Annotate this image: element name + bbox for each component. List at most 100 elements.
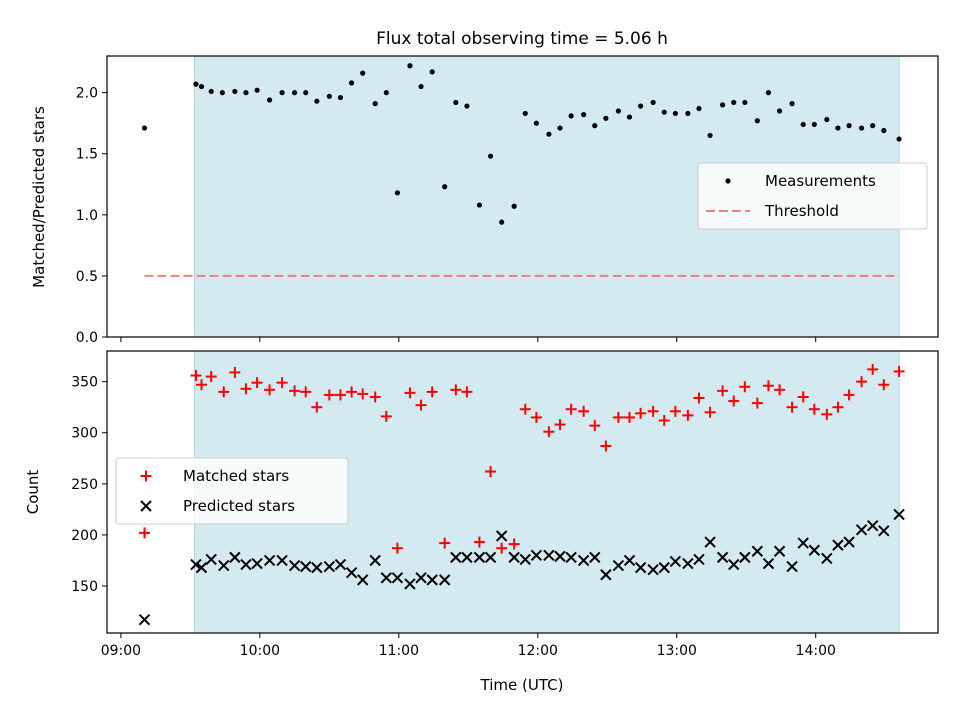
- top-series-0-point-18: [383, 90, 389, 96]
- top-y-tick-label-3: 1.5: [76, 147, 98, 163]
- bottom-series-0-point-44: [682, 409, 694, 421]
- top-series-0-point-23: [442, 184, 448, 190]
- bottom-series-1-point-18: [380, 572, 393, 584]
- bottom-series-1-point-56-b: [821, 552, 833, 565]
- bottom-series-1-point-8: [263, 554, 276, 567]
- bottom-series-1-point-5-b: [229, 551, 241, 564]
- bottom-series-1-point-23: [438, 574, 451, 586]
- top-series-0-point-47: [720, 102, 726, 108]
- bottom-legend-swatch-1-b: [140, 500, 152, 512]
- bottom-series-0-point-3: [205, 371, 217, 383]
- bottom-series-1-point-40: [634, 561, 647, 574]
- bottom-y-tick-label-1: 200: [71, 528, 98, 544]
- bottom-series-1-point-60-b: [866, 520, 879, 532]
- bottom-series-0-point-30: [519, 403, 531, 415]
- top-series-0-point-28: [499, 219, 505, 225]
- bottom-series-0-point-26: [473, 536, 485, 548]
- bottom-series-0-point-58: [843, 389, 855, 401]
- bottom-series-1-point-24: [450, 551, 462, 564]
- bottom-series-1-point-6: [240, 558, 252, 571]
- bottom-series-1-point-61-b: [878, 525, 890, 537]
- x-tick-label-1: 10:00: [240, 643, 280, 659]
- bottom-series-1-point-43-b: [669, 555, 682, 568]
- bottom-series-1-point-41: [647, 563, 659, 576]
- bottom-series-0-point-17: [369, 391, 381, 403]
- bottom-series-1-point-27-b: [484, 551, 497, 564]
- bottom-series-1-point-37: [600, 569, 612, 581]
- bottom-series-0-point-45: [693, 392, 705, 404]
- top-legend-box: [697, 162, 928, 230]
- top-y-tick-label-1: 0.5: [76, 269, 98, 285]
- bottom-series-1-point-4-b: [218, 559, 230, 572]
- bottom-series-1-point-3: [205, 553, 217, 566]
- bottom-series-1-point-21: [415, 572, 427, 584]
- top-series-0-point-54: [800, 121, 806, 128]
- bottom-series-0-point-18: [380, 410, 392, 422]
- bottom-series-1-point-56: [821, 552, 833, 565]
- top-series-0-point-25: [464, 103, 470, 109]
- bottom-series-0-point-39: [624, 411, 636, 423]
- bottom-series-0-point-32: [543, 426, 555, 438]
- bottom-series-1-point-42: [658, 561, 670, 574]
- bottom-series-0-point-40: [635, 407, 647, 419]
- bottom-series-1-point-15-b: [345, 567, 358, 579]
- bottom-series-1-point-53: [786, 560, 798, 573]
- top-y-axis-label: Matched/Predicted stars: [30, 106, 48, 288]
- top-series-0-point-58: [846, 123, 852, 129]
- top-panel: 0.0 0.5 1.0 1.5 2.0 Measurements Threshold: [76, 55, 939, 346]
- bottom-series-1-point-15: [345, 567, 358, 579]
- bottom-series-1-point-52-b: [773, 545, 786, 557]
- bottom-series-1-point-54: [797, 537, 809, 549]
- bottom-series-0-point-57: [832, 401, 844, 413]
- bottom-series-1-point-8-b: [263, 554, 276, 567]
- bottom-axes-frame: [106, 350, 939, 634]
- top-series-0-point-15: [348, 80, 355, 86]
- top-series-0-point-2: [198, 83, 205, 90]
- bottom-series-1-point-29: [508, 551, 520, 564]
- bottom-series-1-point-24-b: [450, 551, 462, 564]
- bottom-series-1-point-31: [530, 549, 543, 562]
- bottom-series-1-point-30: [519, 553, 531, 566]
- bottom-series-1-point-7: [251, 557, 263, 570]
- top-series-0-point-13: [326, 93, 332, 99]
- top-series-0-point-31: [533, 120, 539, 126]
- bottom-series-1-point-33-b: [554, 550, 566, 563]
- top-series-0-point-8: [266, 97, 273, 103]
- top-series-0-point-44: [685, 110, 691, 117]
- bottom-series-1-point-26: [473, 551, 486, 564]
- bottom-series-1-point-53-b: [786, 560, 798, 573]
- bottom-series-1-point-2-b: [195, 561, 208, 574]
- bottom-series-0-point-14: [334, 389, 346, 401]
- bottom-series-1-point-34-b: [565, 551, 577, 564]
- top-series-0-point-38: [615, 108, 621, 114]
- top-series-0-point-36: [592, 123, 598, 129]
- bottom-y-tick-label-2: 250: [71, 477, 98, 493]
- top-series-0-point-43: [672, 110, 678, 117]
- bottom-series-1-point-11-b: [300, 560, 312, 573]
- bottom-series-0-point-60: [867, 363, 879, 375]
- bottom-series-1-point-39: [623, 554, 636, 567]
- bottom-y-tick-label-3: 300: [71, 426, 98, 442]
- top-series-0-point-46: [707, 132, 713, 139]
- bottom-series-0: [139, 363, 905, 554]
- bottom-series-0-point-34: [565, 403, 577, 415]
- bottom-series-1-point-52: [773, 545, 786, 557]
- bottom-series-1-point-60: [866, 520, 879, 532]
- top-series-0-point-27: [487, 153, 494, 159]
- bottom-series-0-point-9: [276, 377, 288, 389]
- bottom-series-0-point-42: [658, 414, 670, 426]
- bottom-legend: Matched stars Predicted stars: [115, 457, 349, 525]
- bottom-series-0-point-28: [496, 542, 508, 554]
- top-series-0-point-60: [870, 123, 876, 129]
- bottom-series-0-point-37: [600, 440, 612, 452]
- top-series-0-point-19: [394, 190, 401, 196]
- bottom-series-0-point-38: [612, 411, 624, 423]
- bottom-legend-swatch-1: [140, 500, 152, 512]
- bottom-series-0-point-55: [808, 403, 820, 415]
- bottom-y-axis-label: Count: [24, 470, 42, 515]
- x-tick-label-5: 14:00: [796, 643, 836, 659]
- bottom-series-1-point-12: [311, 561, 323, 574]
- bottom-series-1-point-46-b: [704, 536, 716, 548]
- top-series-0-point-29: [511, 203, 517, 209]
- top-series-0-point-40: [638, 103, 644, 109]
